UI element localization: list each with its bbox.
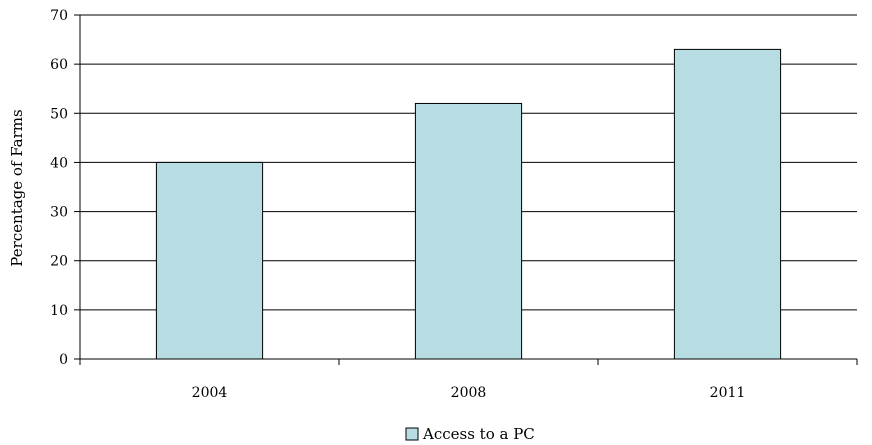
bar-2008 [414,102,523,360]
legend-swatch [405,427,419,441]
bar-2011 [673,48,782,360]
y-tick-label: 40 [50,155,68,171]
legend: Access to a PC [405,425,535,443]
x-tick-label: 2011 [710,385,746,401]
legend-label: Access to a PC [422,425,535,443]
bar-2004 [155,161,264,360]
y-tick-label: 70 [50,8,68,24]
y-tick-labels: 0 10 20 30 40 50 60 70 [50,8,68,368]
x-tick-label: 2004 [192,385,228,401]
x-tick-label: 2008 [451,385,487,401]
axes [74,14,858,365]
y-tick-label: 0 [59,352,68,368]
y-tick-label: 30 [50,205,68,221]
y-tick-label: 20 [50,254,68,270]
y-tick-label: 10 [50,303,68,319]
bars [155,48,782,360]
x-tick-labels: 2004 2008 2011 [192,385,746,401]
y-tick-label: 50 [50,106,68,122]
y-axis-title: Percentage of Farms [8,109,26,266]
y-tick-label: 60 [50,57,68,73]
